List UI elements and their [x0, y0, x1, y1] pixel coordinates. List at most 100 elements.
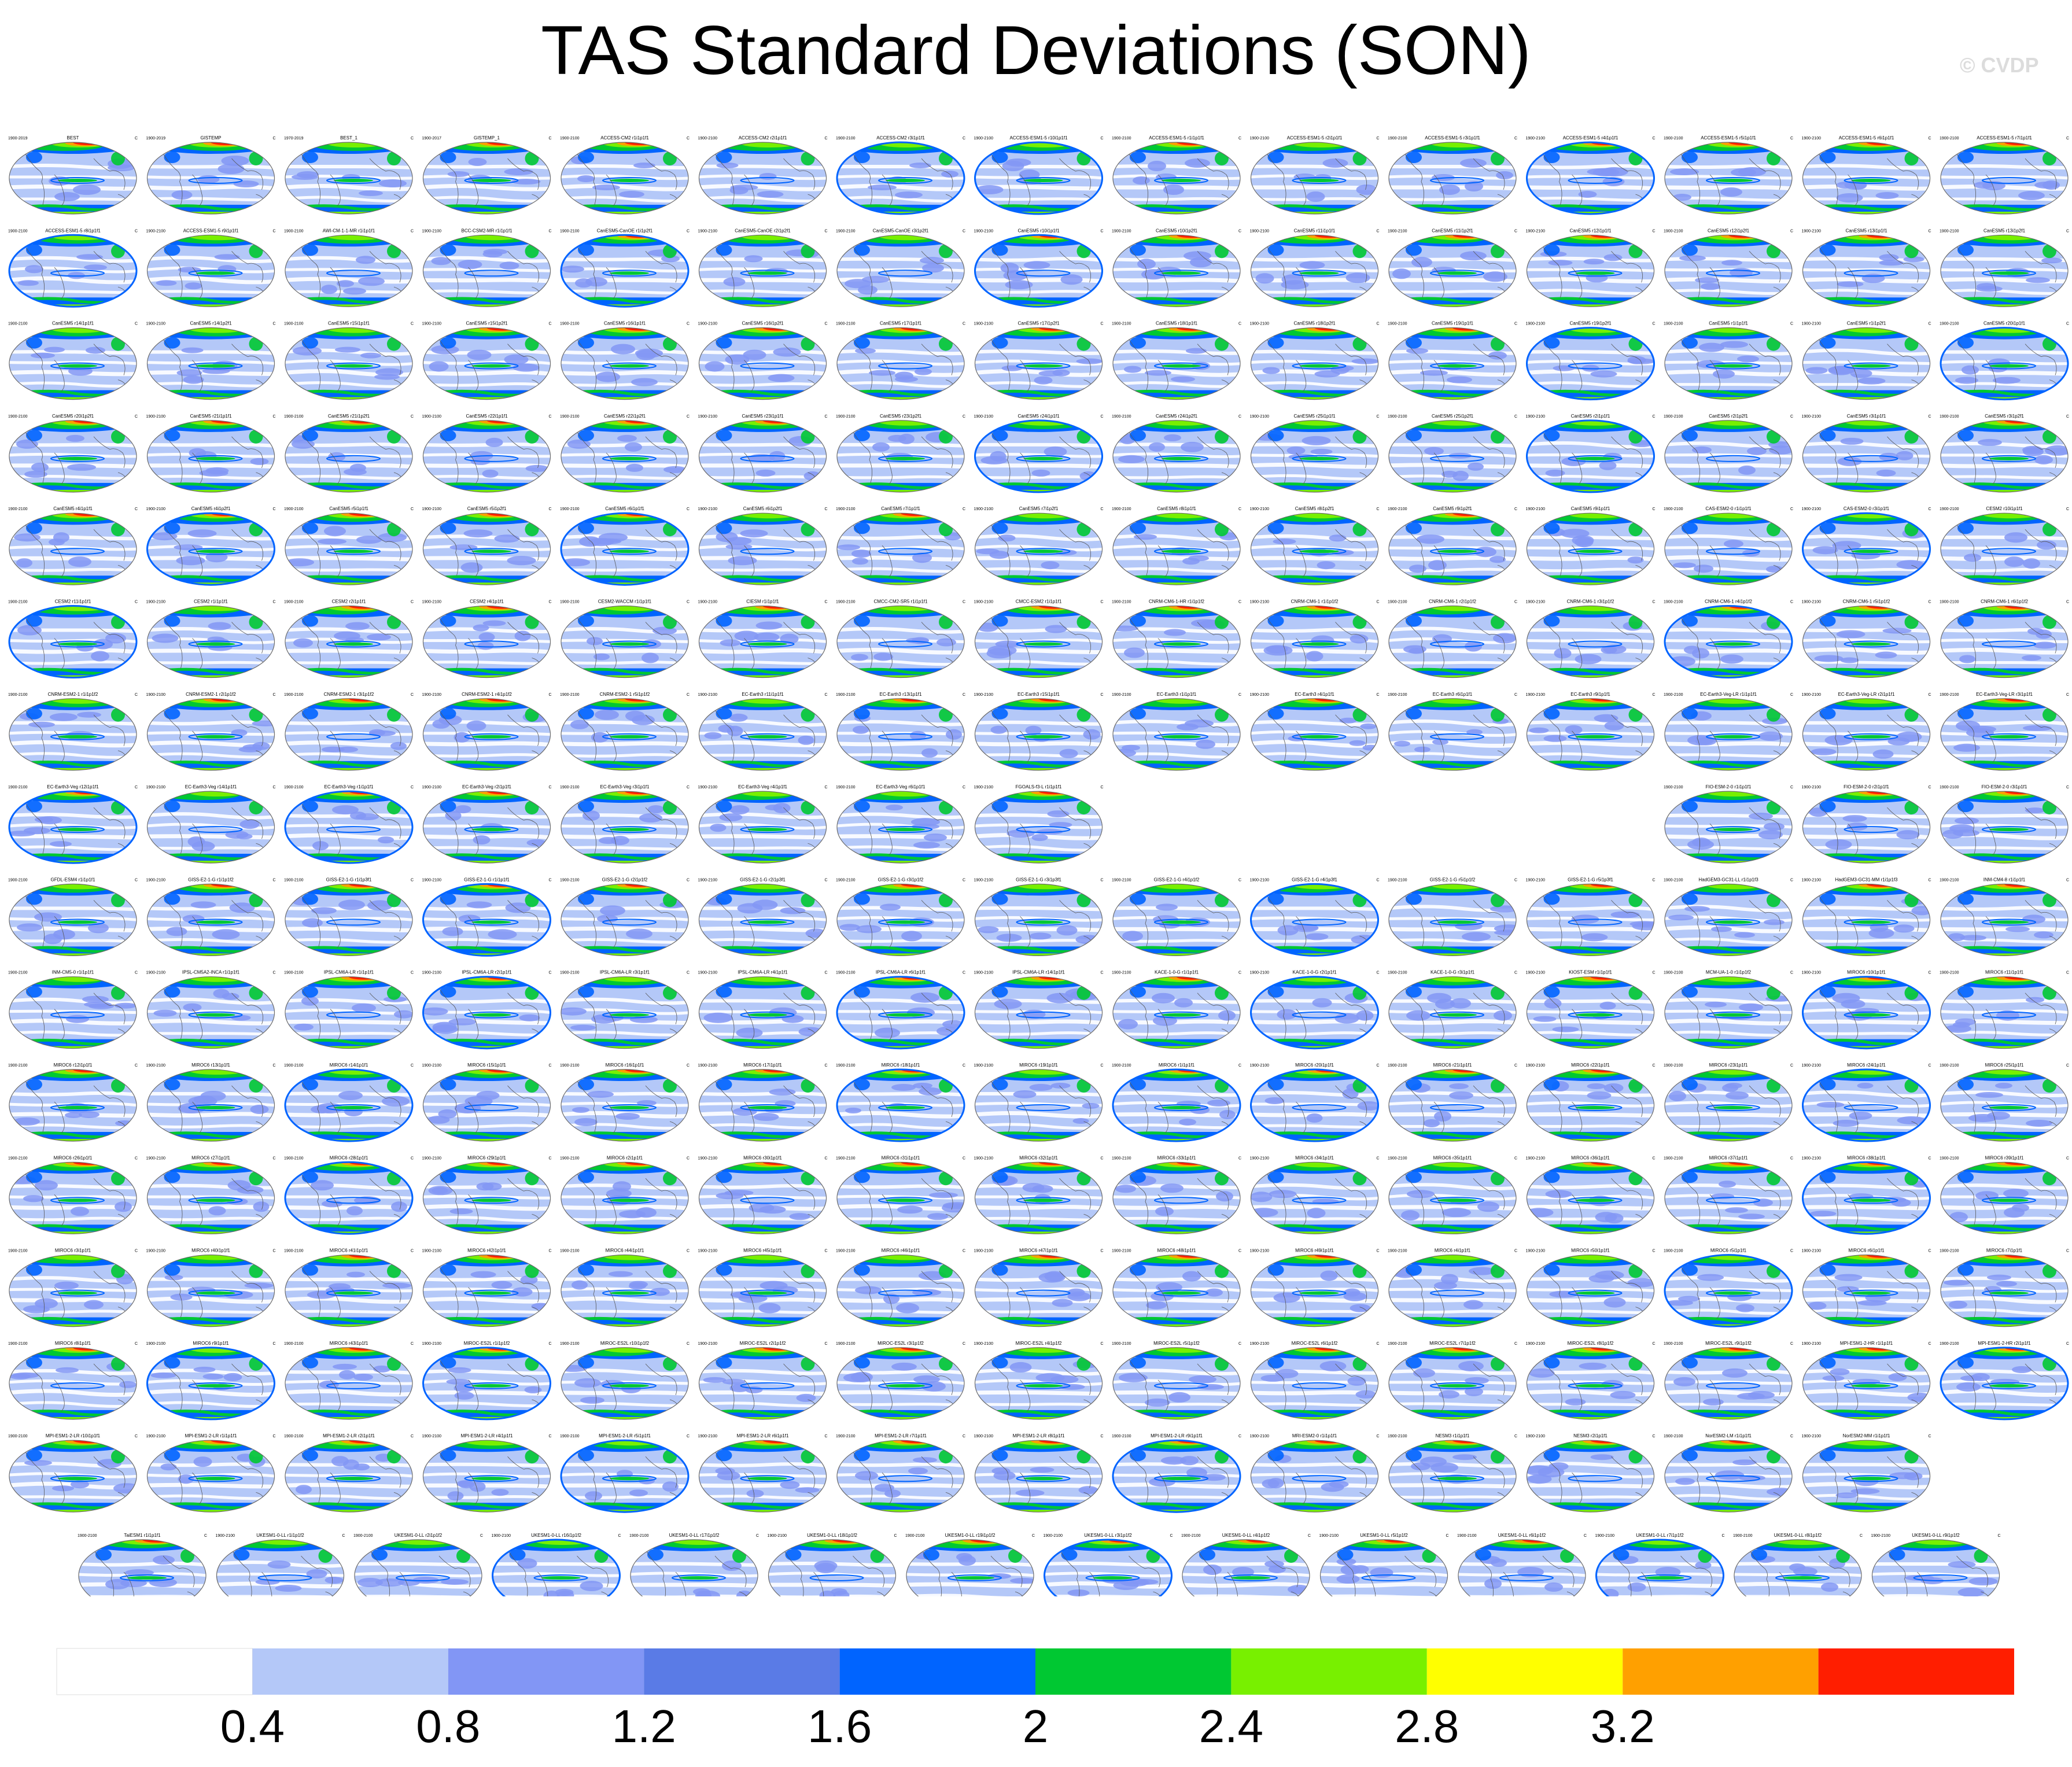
panel-years: 1900-2100 — [1112, 1342, 1131, 1346]
map-panel: 1900-2100 CanESM5 r12i1p2f1 C — [1664, 228, 1793, 307]
map-panel: 1900-2100 ACCESS-ESM1-5 r3i1p1f1 C — [1388, 135, 1517, 215]
panel-units: C — [1514, 1156, 1517, 1160]
panel-years: 1900-2100 — [1250, 878, 1270, 882]
panel-field — [1251, 1440, 1378, 1513]
map-panel: 1900-2100 MCM-UA-1-0 r1i1p1f2 C — [1664, 970, 1793, 1049]
panel-title: KIOST-ESM r1i1p1f1 — [1569, 970, 1612, 975]
panel-years: 1900-2100 — [1388, 1156, 1407, 1160]
panel-field — [1802, 513, 1930, 585]
panel-title: MIROC6 r13i1p1f1 — [191, 1063, 230, 1068]
panel-years: 1900-2100 — [1802, 1064, 1822, 1068]
map-panel: 1900-2100 CanESM5 r19i1p2f1 C — [1526, 321, 1656, 401]
panel-field — [1527, 1255, 1654, 1327]
map-panel: 1900-2100 MIROC6 r43i1p1f1 C — [284, 1341, 414, 1420]
map-panel: 1900-2100 ACCESS-ESM1-5 r4i1p1f1 C — [1526, 135, 1656, 215]
panel-units: C — [1376, 971, 1379, 975]
map-panel: 1900-2100 MPI-ESM1-2-LR r5i1p1f1 C — [560, 1433, 690, 1513]
panel-units: C — [963, 1434, 965, 1438]
panel-years: 1900-2100 — [1526, 415, 1546, 419]
map-panel: 1900-2100 GFDL-ESM4 r1i1p1f1 C — [8, 877, 138, 957]
panel-years: 1900-2100 — [560, 693, 580, 697]
panel-title: GISS-E2-1-G r4i1p1f2 — [1154, 877, 1200, 882]
map-panel: 1900-2100 MIROC6 r13i1p1f1 C — [146, 1063, 276, 1142]
panel-years: 1900-2100 — [422, 785, 442, 790]
panel-title: CanESM5 r1i1p1f1 — [1709, 321, 1748, 326]
panel-years: 1900-2100 — [836, 971, 856, 975]
panel-title: CanESM5 r2i1p2f1 — [1709, 414, 1748, 419]
panel-title: MIROC6 r42i1p1f1 — [467, 1248, 506, 1253]
panel-units: C — [272, 693, 275, 697]
panel-title: CanESM5 r16i1p2f1 — [742, 321, 784, 326]
panel-years: 1900-2100 — [905, 1534, 925, 1538]
panel-units: C — [1514, 229, 1517, 233]
panel-units: C — [1790, 322, 1793, 326]
panel-field — [975, 235, 1103, 307]
panel-units: C — [2066, 1156, 2069, 1160]
panel-title: MPI-ESM1-2-LR r5i1p1f1 — [599, 1433, 651, 1438]
panel-title: CanESM5 r7i1p1f1 — [881, 506, 920, 511]
panel-title: KACE-1-0-G r3i1p1f1 — [1431, 970, 1475, 975]
panel-field — [285, 884, 412, 956]
map-panel: 1900-2100 ACCESS-ESM1-5 r10i1p1f1 C — [974, 135, 1104, 215]
panel-title: NorESM2-LM r1i1p1f1 — [1705, 1433, 1752, 1438]
colorbar-segment — [1426, 1648, 1623, 1695]
panel-years: 1900-2100 — [560, 878, 580, 882]
panel-units: C — [687, 693, 690, 697]
map-panel: 1900-2100 UKESM1-0-LL r3i1p1f2 C — [1044, 1533, 1173, 1596]
panel-title: MPI-ESM1-2-LR r6i1p1f1 — [737, 1433, 789, 1438]
panel-field — [837, 235, 964, 307]
panel-units: C — [1100, 507, 1103, 511]
panel-title: CESM2 r2i1p1f1 — [332, 599, 366, 604]
panel-years: 1900-2100 — [698, 878, 718, 882]
panel-years: 1900-2100 — [698, 415, 718, 419]
map-panel: 1900-2100 MIROC6 r31i1p1f1 C — [836, 1155, 965, 1234]
panel-field — [1251, 420, 1378, 492]
panel-units: C — [1238, 600, 1241, 604]
panel-field — [1665, 976, 1792, 1049]
map-panel: 1900-2100 MIROC6 r6i1p1f1 C — [1802, 1248, 1931, 1327]
map-panel: 1900-2100 CIESM r1i1p1f1 C — [698, 599, 828, 678]
panel-years: 1900-2100 — [1319, 1534, 1339, 1538]
panel-title: CanESM5-CanOE r1i1p2f1 — [597, 228, 653, 233]
panel-years: 1900-2100 — [8, 1342, 28, 1346]
panel-field — [975, 1069, 1103, 1141]
panel-title: CESM2 r1i1p1f1 — [194, 599, 228, 604]
panel-units: C — [548, 1342, 551, 1346]
panel-years: 1900-2100 — [146, 693, 166, 697]
panel-years: 1900-2100 — [8, 1156, 28, 1160]
panel-title: MIROC6 r47i1p1f1 — [1019, 1248, 1058, 1253]
panel-field — [561, 1255, 688, 1327]
panel-title: BEST — [67, 135, 79, 141]
map-panel: 1900-2100 CESM2 r10i1p1f1 C — [1940, 506, 2069, 585]
panel-field — [837, 1162, 964, 1234]
map-panel: 1900-2100 ACCESS-ESM1-5 r2i1p1f1 C — [1250, 135, 1380, 215]
panel-years: 1900-2100 — [974, 1156, 994, 1160]
panel-field — [699, 1162, 827, 1234]
panel-units: C — [824, 693, 827, 697]
panel-years: 1900-2100 — [1526, 229, 1546, 233]
map-panel: 1900-2100 UKESM1-0-LL r19i1p1f2 C — [905, 1533, 1035, 1596]
panel-field — [9, 513, 137, 585]
panel-years: 1900-2100 — [1388, 322, 1407, 326]
panel-units: C — [1100, 785, 1103, 790]
map-panel: 1900-2100 INM-CM4-8 r1i1p1f1 C — [1940, 877, 2069, 957]
panel-field — [423, 420, 551, 492]
panel-years: 1900-2100 — [1526, 693, 1546, 697]
panel-title: CanESM5 r15i1p2f1 — [466, 321, 508, 326]
map-panel: 1900-2100 ACCESS-ESM1-5 r9i1p1f1 C — [146, 228, 276, 307]
panel-years: 1900-2100 — [1664, 1156, 1683, 1160]
panel-title: UKESM1-0-LL r5i1p1f2 — [1360, 1533, 1408, 1538]
panel-years: 1900-2100 — [698, 1156, 718, 1160]
panel-years: 1900-2019 — [8, 137, 28, 141]
map-panel: 1900-2100 CanESM5 r22i1p2f1 C — [560, 414, 690, 493]
map-panel: 1900-2100 CanESM5 r20i1p2f1 C — [8, 414, 138, 493]
panel-units: C — [411, 1249, 414, 1253]
map-panel: 1900-2100 CNRM-CM6-1 r5i1p1f2 C — [1802, 599, 1931, 678]
panel-units: C — [963, 1249, 965, 1253]
panel-title: NESM3 r2i1p1f1 — [1573, 1433, 1608, 1438]
map-panel: 1900-2100 MIROC6 r32i1p1f1 C — [974, 1155, 1104, 1234]
panel-years: 1900-2100 — [629, 1534, 649, 1538]
panel-title: MIROC6 r26i1p1f1 — [54, 1155, 93, 1160]
map-panel: 1900-2100 MIROC-ES2L r3i1p1f2 C — [836, 1341, 965, 1420]
panel-units: C — [135, 971, 138, 975]
